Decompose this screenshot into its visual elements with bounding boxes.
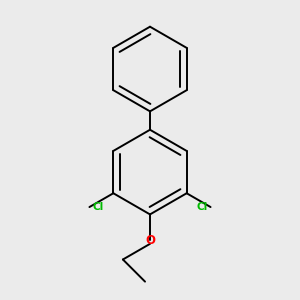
Text: Cl: Cl [196, 202, 208, 212]
Text: O: O [145, 234, 155, 247]
Text: Cl: Cl [92, 202, 104, 212]
